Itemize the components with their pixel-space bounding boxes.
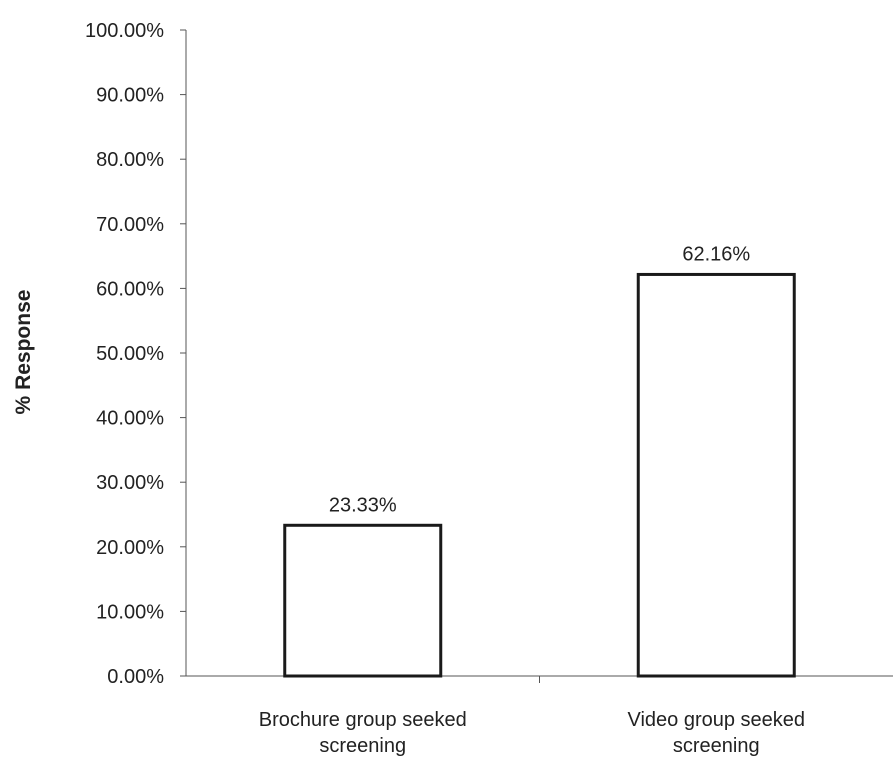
y-tick-label: 50.00% (96, 343, 164, 365)
bars: 23.33% 62.16% (283, 243, 796, 678)
y-tick-label: 40.00% (96, 408, 164, 430)
y-tick-label: 0.00% (107, 666, 164, 688)
x-category-label: Video group seeked screening (627, 709, 805, 757)
y-tick-label: 30.00% (96, 472, 164, 494)
y-tick-label: 100.00% (85, 20, 164, 42)
y-axis-title: % Response (12, 290, 35, 415)
bar-value-label: 62.16% (682, 243, 750, 265)
x-labels: Brochure group seeked screening Video grou… (259, 709, 805, 757)
x-category-label: Brochure group seeked screening (259, 709, 467, 757)
bar (283, 523, 443, 678)
bar-value-label: 23.33% (329, 494, 397, 516)
y-tick-label: 70.00% (96, 214, 164, 236)
bar (636, 272, 796, 678)
y-ticks: 0.00% 10.00% 20.00% 30.00% 40.00% 50.00% 60.00… (85, 20, 186, 688)
y-tick-label: 90.00% (96, 85, 164, 107)
y-tick-label: 20.00% (96, 537, 164, 559)
y-tick-label: 80.00% (96, 149, 164, 171)
y-tick-label: 10.00% (96, 601, 164, 623)
y-tick-label: 60.00% (96, 278, 164, 300)
